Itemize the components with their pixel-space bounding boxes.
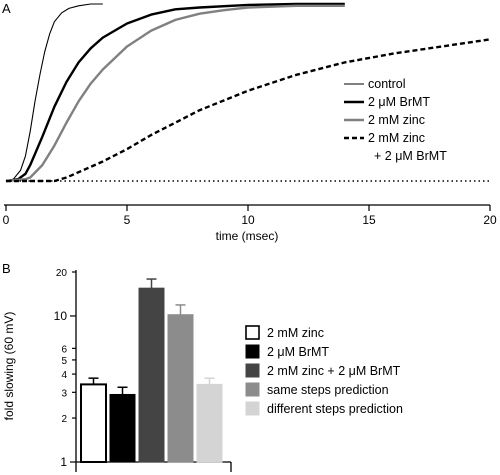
panel-b-bars — [80, 278, 223, 464]
legend-label: 2 mM zinc — [368, 131, 425, 145]
bar — [167, 314, 194, 463]
x-tick-label: 15 — [362, 213, 376, 227]
legend-label: 2 mM zinc — [368, 113, 425, 127]
y-tick-label: 10 — [54, 309, 68, 323]
series-line-3 — [6, 38, 491, 183]
y-tick-label: 2 — [61, 414, 67, 425]
y-tick-label: 3 — [61, 388, 67, 399]
legend-swatch — [245, 363, 260, 378]
panel-b-legend: 2 mM zinc 2 μM BrMT 2 mM zinc + 2 μM BrMT s… — [245, 325, 403, 416]
bar — [109, 393, 136, 463]
panel-b-y-ticks: 1 2 3 4 56 10 20 — [54, 268, 76, 469]
legend-swatch — [245, 344, 260, 359]
legend-label: 2 mM zinc + 2 μM BrMT — [267, 364, 401, 378]
panel-label-a: A — [2, 1, 11, 16]
y-tick-label: 4 — [61, 370, 67, 381]
legend-swatch — [245, 382, 260, 397]
panel-b-bar-chart: 1 2 3 4 56 10 20 fold slowing (60 mV) 2 mM zin… — [2, 268, 403, 472]
legend-label: 2 μM BrMT — [368, 95, 430, 109]
panel-a-x-ticks: 0 5 10 15 20 — [3, 205, 497, 227]
bar — [80, 383, 107, 464]
panel-a-legend: control 2 μM BrMT 2 mM zinc 2 mM zinc + 2 μM… — [344, 77, 447, 163]
y-tick-label: 1 — [60, 455, 67, 469]
x-tick-label: 5 — [124, 213, 131, 227]
panel-label-b: B — [2, 261, 11, 276]
series-line-0 — [5, 3, 103, 182]
legend-swatch — [245, 401, 260, 416]
y-tick-label: 20 — [56, 268, 68, 279]
legend-label: 2 mM zinc — [267, 326, 324, 340]
y-tick-label: 5 — [61, 356, 67, 367]
bar — [138, 287, 165, 463]
x-tick-label: 0 — [3, 213, 10, 227]
legend-label: same steps prediction — [267, 383, 389, 397]
panel-b-y-axis-label: fold slowing (60 mV) — [2, 312, 16, 421]
legend-label: 2 μM BrMT — [267, 345, 329, 359]
x-tick-label: 20 — [483, 213, 497, 227]
bar — [196, 383, 223, 463]
panel-a-series — [5, 2, 491, 183]
legend-label: control — [368, 77, 406, 91]
legend-label: + 2 μM BrMT — [374, 149, 447, 163]
legend-label: different steps prediction — [267, 402, 403, 416]
panel-a-line-chart: 0 5 10 15 20 time (msec) control 2 μM BrMT 2 m… — [3, 2, 497, 243]
series-line-2 — [5, 4, 345, 183]
y-tick-label: 6 — [61, 344, 67, 355]
legend-swatch — [245, 325, 260, 340]
series-line-1 — [5, 2, 345, 183]
panel-a-x-axis-label: time (msec) — [216, 229, 279, 243]
x-tick-label: 10 — [241, 213, 255, 227]
